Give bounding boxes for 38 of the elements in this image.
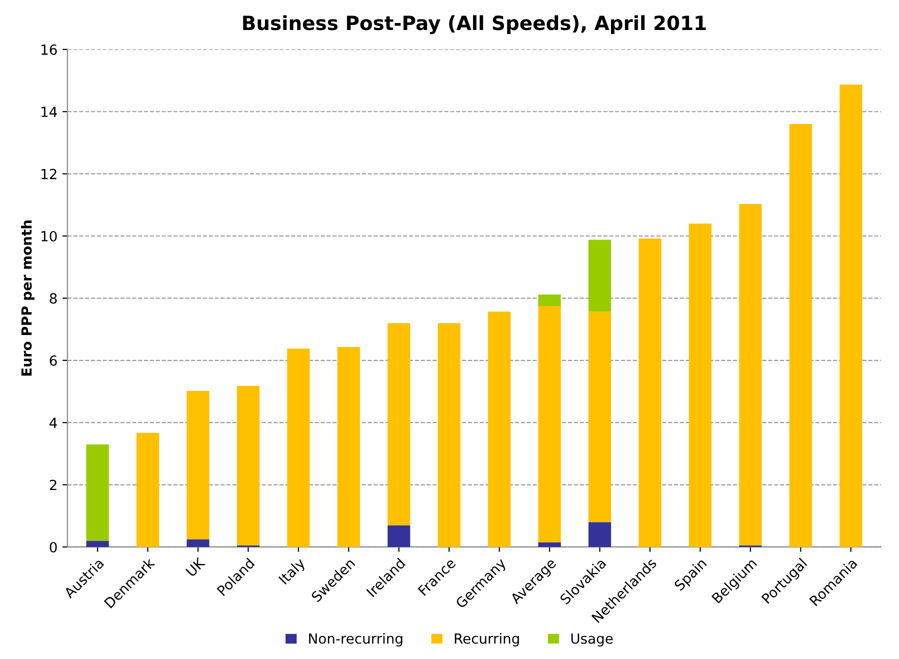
bar [337,347,360,547]
chart-title: Business Post-Pay (All Speeds), April 2011 [243,15,706,34]
y-axis-title: Euro PPP per month [21,220,34,376]
bar [840,84,862,547]
y-tick-label: 12 [42,168,56,180]
y-tick-label: 16 [42,44,57,55]
legend-label: Recurring [454,633,519,646]
legend-label: Non-recurring [309,633,402,646]
bar [538,542,561,547]
bar [236,386,260,546]
bar [438,323,460,547]
y-tick-label: 10 [42,230,57,242]
y-tick-label: 14 [42,106,57,117]
bar [86,540,109,547]
bar [588,522,612,547]
y-tick-label: 0 [50,542,57,552]
x-tick-label: UK [186,556,206,578]
y-tick-label: 2 [50,480,56,490]
bar [688,224,712,547]
y-tick-label: 8 [50,293,57,304]
bar [86,444,109,541]
bar [287,348,310,547]
bar [789,124,812,547]
bar [538,294,561,306]
bar [186,390,210,540]
y-tick-label: 6 [50,355,57,366]
bar [739,204,762,546]
bar [488,312,511,547]
y-tick-label: 4 [50,418,57,428]
bar [186,539,210,547]
bar [388,525,410,547]
bar [588,312,612,522]
bar [638,238,662,547]
legend-label: Usage [571,633,613,646]
bar [136,432,160,547]
bar [538,306,561,542]
bar [588,240,612,312]
bar [388,323,410,526]
